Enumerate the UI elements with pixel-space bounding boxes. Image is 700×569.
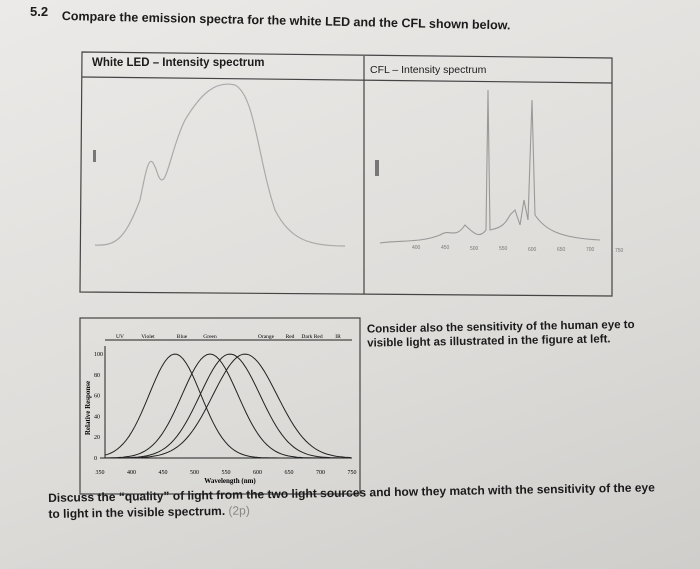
x-tick-label: 650: [285, 470, 294, 476]
x-tick-label: 450: [159, 470, 168, 476]
sensitivity-frame: [79, 317, 361, 495]
band-label: Red: [286, 334, 295, 340]
y-axis-label: Relative Response: [84, 381, 92, 435]
cfl-x-tick: 750: [615, 247, 624, 254]
band-label: Orange: [258, 334, 275, 340]
y-tick-label: 100: [94, 352, 103, 358]
sensitivity-curve: [105, 353, 352, 459]
cfl-curve: [379, 89, 601, 244]
band-label: IR: [335, 334, 341, 340]
band-label: UV: [116, 334, 124, 340]
x-tick-label: 500: [190, 470, 199, 476]
x-tick-label: 600: [253, 470, 262, 476]
axis-marker: [375, 160, 379, 176]
x-axis-label: Wavelength (nm): [204, 477, 256, 485]
sensitivity-chart: Relative Response Wavelength (nm) 100 80 6…: [84, 334, 357, 485]
axis-marker: [93, 150, 96, 162]
cfl-x-tick: 450: [441, 245, 450, 252]
x-tick-label: 400: [127, 470, 136, 476]
cfl-x-tick: 600: [528, 246, 537, 253]
y-tick-label: 80: [94, 373, 100, 379]
y-tick-label: 20: [94, 435, 100, 441]
band-label: Green: [203, 334, 217, 340]
cfl-x-tick: 650: [557, 247, 566, 253]
x-tick-label: 700: [316, 470, 325, 476]
title-divider: [81, 76, 613, 84]
figure-frame: [79, 51, 613, 297]
x-tick-label: 750: [348, 470, 357, 476]
y-tick-label: 60: [94, 394, 100, 400]
led-title: White LED – Intensity spectrum: [92, 57, 265, 69]
cfl-x-tick: 550: [499, 246, 508, 253]
question-number: 5.2: [30, 4, 49, 19]
y-tick-label: 40: [94, 414, 100, 420]
sensitivity-curve: [105, 353, 351, 459]
sensitivity-curve: [105, 353, 351, 459]
band-label: Violet: [141, 334, 155, 340]
cfl-title: CFL – Intensity spectrum: [370, 64, 487, 76]
y-tick-label: 0: [94, 456, 97, 462]
cfl-x-tick: 400: [412, 245, 421, 251]
x-tick-label: 350: [96, 470, 105, 476]
sensitivity-curve: [104, 353, 351, 459]
points: (2p): [228, 503, 250, 518]
cfl-x-tick: 500: [470, 245, 479, 252]
band-label: Blue: [177, 334, 188, 340]
x-tick-label: 550: [222, 470, 231, 476]
band-label: Dark Red: [301, 334, 322, 340]
cfl-x-tick: 700: [586, 247, 595, 254]
side-text: Consider also the sensitivity of the hum…: [366, 318, 635, 350]
led-curve: [94, 83, 346, 247]
